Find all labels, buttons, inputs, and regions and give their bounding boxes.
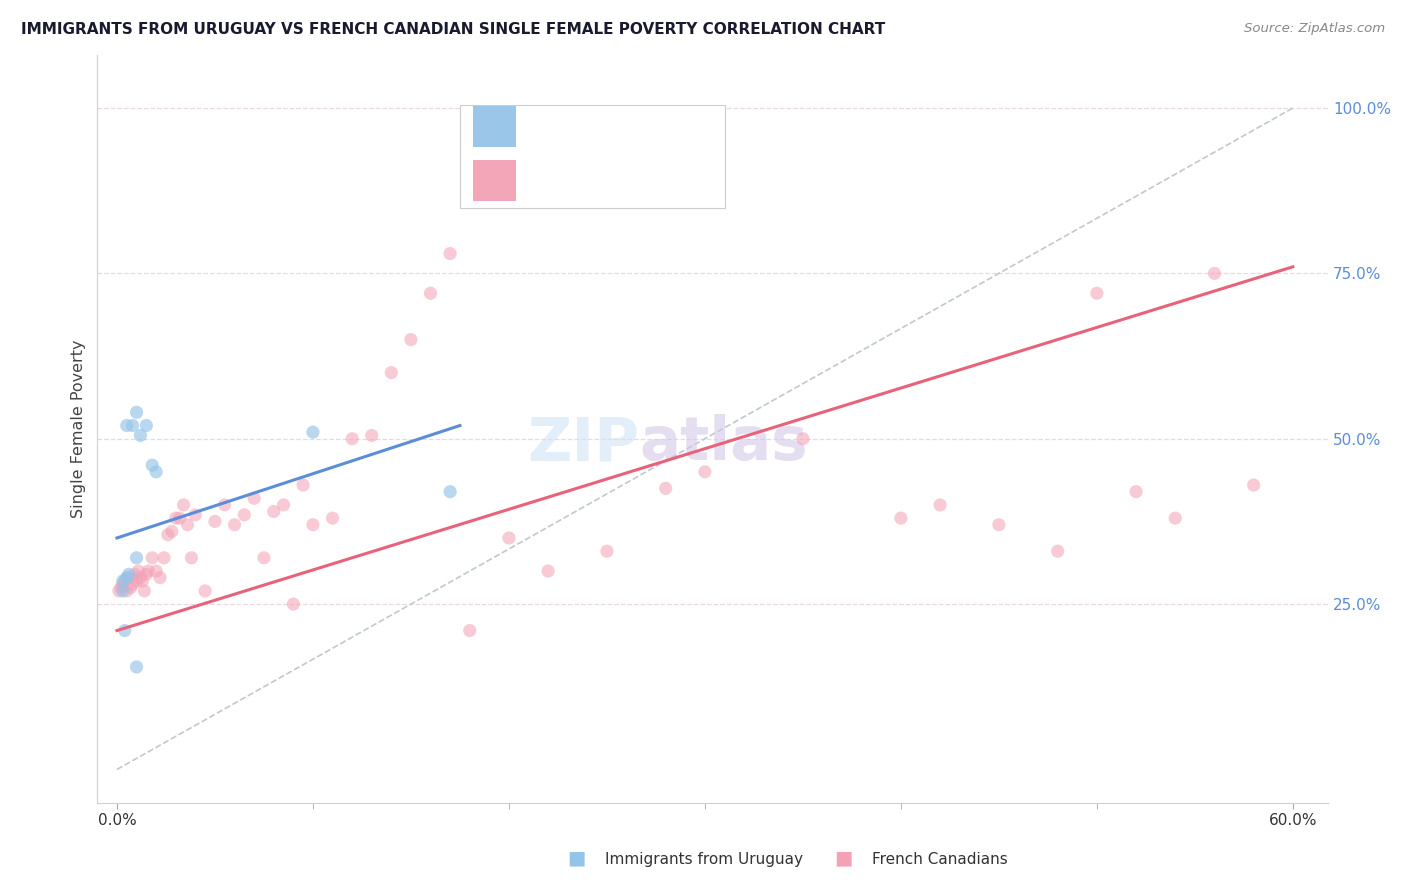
Text: ZIP: ZIP [527, 414, 638, 474]
Point [596, 544, 619, 558]
Point [1046, 544, 1069, 558]
Point [340, 432, 363, 446]
Point [169, 511, 191, 525]
Point [134, 583, 156, 598]
Point [302, 517, 325, 532]
Point [118, 567, 141, 582]
Point [194, 583, 217, 598]
Point [498, 531, 520, 545]
Text: French Canadians: French Canadians [872, 852, 1008, 867]
FancyBboxPatch shape [472, 106, 516, 147]
Point [1164, 511, 1187, 525]
Point [283, 597, 305, 611]
Point [322, 511, 344, 525]
Text: ■: ■ [567, 848, 586, 867]
Text: ■: ■ [834, 848, 853, 867]
Point [273, 498, 295, 512]
Point [120, 581, 142, 595]
Point [131, 574, 153, 588]
Point [110, 581, 132, 595]
Point [292, 478, 315, 492]
Point [458, 624, 481, 638]
Point [149, 571, 172, 585]
Point [118, 571, 141, 585]
Point [987, 517, 1010, 532]
Point [360, 428, 382, 442]
Y-axis label: Single Female Poverty: Single Female Poverty [72, 340, 86, 518]
Point [111, 574, 134, 588]
Point [115, 418, 138, 433]
Point [792, 432, 814, 446]
Point [141, 550, 163, 565]
Point [125, 660, 148, 674]
Point [135, 567, 157, 582]
Point [214, 498, 236, 512]
Point [1204, 267, 1226, 281]
Point [439, 246, 461, 260]
Point [263, 504, 285, 518]
Point [184, 508, 207, 522]
Point [136, 564, 159, 578]
Point [114, 574, 136, 588]
Point [890, 511, 912, 525]
Text: N = 16: N = 16 [638, 112, 702, 131]
Point [125, 405, 148, 419]
Point [224, 517, 246, 532]
Point [1125, 484, 1147, 499]
Point [180, 550, 202, 565]
Point [125, 550, 148, 565]
Point [165, 511, 187, 525]
Point [111, 583, 134, 598]
Point [176, 517, 198, 532]
Point [399, 333, 422, 347]
Text: N = 63: N = 63 [638, 167, 702, 185]
Point [929, 498, 952, 512]
Point [129, 428, 152, 442]
Text: Source: ZipAtlas.com: Source: ZipAtlas.com [1244, 22, 1385, 36]
Point [380, 366, 402, 380]
Point [124, 567, 146, 582]
Point [693, 465, 716, 479]
Point [537, 564, 560, 578]
Point [121, 418, 143, 433]
Point [108, 583, 131, 598]
Point [145, 564, 167, 578]
Point [253, 550, 276, 565]
Point [128, 564, 150, 578]
Point [125, 574, 148, 588]
Point [243, 491, 266, 506]
Point [233, 508, 256, 522]
Point [654, 481, 676, 495]
Point [114, 624, 136, 638]
Point [1085, 286, 1108, 301]
Point [121, 577, 143, 591]
Point [419, 286, 441, 301]
Point [302, 425, 325, 439]
Text: atlas: atlas [638, 414, 807, 474]
Point [173, 498, 195, 512]
Text: Immigrants from Uruguay: Immigrants from Uruguay [605, 852, 803, 867]
FancyBboxPatch shape [460, 105, 725, 209]
Point [439, 484, 461, 499]
Point [141, 458, 163, 473]
Point [135, 418, 157, 433]
Text: R = 0.523: R = 0.523 [529, 167, 612, 185]
Point [153, 550, 176, 565]
Point [156, 527, 179, 541]
Point [1243, 478, 1265, 492]
Point [111, 577, 134, 591]
Point [145, 465, 167, 479]
Point [160, 524, 183, 539]
Point [204, 515, 226, 529]
FancyBboxPatch shape [472, 160, 516, 201]
Point [129, 571, 152, 585]
Text: IMMIGRANTS FROM URUGUAY VS FRENCH CANADIAN SINGLE FEMALE POVERTY CORRELATION CHA: IMMIGRANTS FROM URUGUAY VS FRENCH CANADI… [21, 22, 886, 37]
Point [115, 571, 138, 585]
Text: R = 0.503: R = 0.503 [529, 112, 612, 131]
Point [115, 583, 138, 598]
